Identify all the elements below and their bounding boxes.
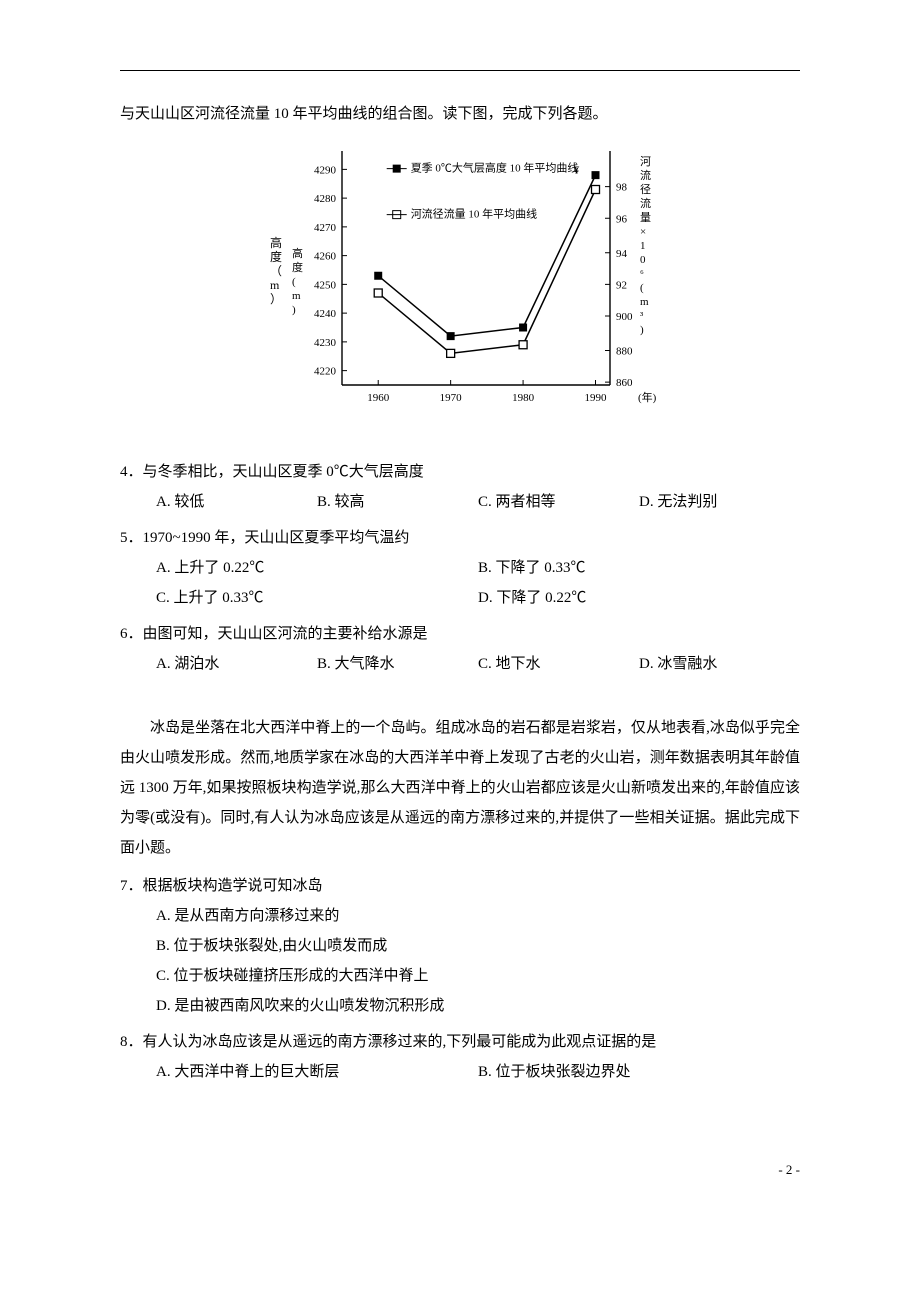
- svg-text:高: 高: [270, 235, 282, 250]
- top-rule: [120, 70, 800, 71]
- svg-text:流: 流: [640, 168, 651, 182]
- svg-text:(年): (年): [638, 390, 657, 404]
- svg-text:4290: 4290: [314, 164, 337, 176]
- svg-text:夏季 0℃大气层高度 10 年平均曲线: 夏季 0℃大气层高度 10 年平均曲线: [411, 161, 579, 175]
- question-6: 6．由图可知，天山山区河流的主要补给水源是 A. 湖泊水 B. 大气降水 C. …: [120, 619, 800, 679]
- svg-text:4270: 4270: [314, 222, 337, 234]
- svg-text:4280: 4280: [314, 193, 337, 205]
- q5-opt-a: A. 上升了 0.22℃: [156, 553, 478, 583]
- svg-text:92: 92: [616, 279, 627, 291]
- svg-text:径: 径: [640, 183, 651, 196]
- svg-text:0: 0: [640, 254, 646, 266]
- question-8: 8．有人认为冰岛应该是从遥远的南方漂移过来的,下列最可能成为此观点证据的是 A.…: [120, 1027, 800, 1087]
- q4-opt-c: C. 两者相等: [478, 487, 639, 517]
- q6-stem: 6．由图可知，天山山区河流的主要补给水源是: [120, 619, 800, 649]
- svg-text:): ): [292, 304, 296, 316]
- svg-text:94: 94: [616, 248, 628, 260]
- svg-text:96: 96: [616, 213, 628, 225]
- intro-line: 与天山山区河流径流量 10 年平均曲线的组合图。读下图，完成下列各题。: [120, 99, 800, 129]
- svg-text:(: (: [640, 282, 644, 294]
- svg-text:860: 860: [616, 377, 633, 389]
- svg-text:度: 度: [292, 260, 303, 274]
- q7-stem: 7．根据板块构造学说可知冰岛: [120, 871, 800, 901]
- svg-text:4230: 4230: [314, 337, 337, 349]
- svg-text:⁶: ⁶: [640, 268, 644, 280]
- q4-stem: 4．与冬季相比，天山山区夏季 0℃大气层高度: [120, 457, 800, 487]
- svg-text:度: 度: [270, 249, 282, 264]
- q4-opt-a: A. 较低: [156, 487, 317, 517]
- svg-text:880: 880: [616, 346, 633, 358]
- svg-text:4260: 4260: [314, 251, 337, 263]
- svg-text:): ): [640, 324, 644, 336]
- svg-text:量: 量: [640, 211, 651, 224]
- q4-opt-b: B. 较高: [317, 487, 478, 517]
- q5-opt-d: D. 下降了 0.22℃: [478, 583, 800, 613]
- svg-text:m: m: [292, 290, 301, 302]
- chart: 4220423042404250426042704280429019601970…: [250, 137, 670, 427]
- page: 与天山山区河流径流量 10 年平均曲线的组合图。读下图，完成下列各题。 4220…: [0, 0, 920, 1223]
- svg-text:1990: 1990: [585, 392, 608, 404]
- svg-text:1960: 1960: [367, 392, 390, 404]
- question-4: 4．与冬季相比，天山山区夏季 0℃大气层高度 A. 较低 B. 较高 C. 两者…: [120, 457, 800, 517]
- svg-text:×: ×: [640, 226, 646, 238]
- passage-2: 冰岛是坐落在北大西洋中脊上的一个岛屿。组成冰岛的岩石都是岩浆岩，仅从地表看,冰岛…: [120, 713, 800, 863]
- q6-opt-d: D. 冰雪融水: [639, 649, 800, 679]
- q6-opt-a: A. 湖泊水: [156, 649, 317, 679]
- svg-text:98: 98: [616, 182, 628, 194]
- q6-opt-b: B. 大气降水: [317, 649, 478, 679]
- svg-text:4220: 4220: [314, 366, 337, 378]
- svg-text:m: m: [270, 278, 280, 292]
- q6-opt-c: C. 地下水: [478, 649, 639, 679]
- q8-stem: 8．有人认为冰岛应该是从遥远的南方漂移过来的,下列最可能成为此观点证据的是: [120, 1027, 800, 1057]
- q7-opt-a: A. 是从西南方向漂移过来的: [156, 901, 800, 931]
- svg-text:(: (: [292, 276, 296, 288]
- svg-text:1: 1: [640, 240, 646, 252]
- svg-text:4240: 4240: [314, 308, 337, 320]
- q5-opt-c: C. 上升了 0.33℃: [156, 583, 478, 613]
- question-5: 5．1970~1990 年，天山山区夏季平均气温约 A. 上升了 0.22℃ B…: [120, 523, 800, 613]
- svg-text:³: ³: [640, 310, 644, 322]
- svg-text:1980: 1980: [512, 392, 535, 404]
- svg-text:河流径流量 10 年平均曲线: 河流径流量 10 年平均曲线: [411, 207, 538, 221]
- q8-opt-b: B. 位于板块张裂边界处: [478, 1057, 800, 1087]
- chart-container: 4220423042404250426042704280429019601970…: [120, 137, 800, 427]
- q7-opt-b: B. 位于板块张裂处,由火山喷发而成: [156, 931, 800, 961]
- svg-text:900: 900: [616, 311, 633, 323]
- svg-text:4250: 4250: [314, 279, 337, 291]
- q7-opt-d: D. 是由被西南风吹来的火山喷发物沉积形成: [156, 991, 800, 1021]
- question-7: 7．根据板块构造学说可知冰岛 A. 是从西南方向漂移过来的 B. 位于板块张裂处…: [120, 871, 800, 1021]
- svg-text:河: 河: [640, 155, 651, 168]
- svg-text:流: 流: [640, 196, 651, 210]
- svg-text:）: ）: [270, 292, 282, 306]
- svg-text:1970: 1970: [440, 392, 463, 404]
- svg-text:高: 高: [292, 246, 303, 260]
- q7-opt-c: C. 位于板块碰撞挤压形成的大西洋中脊上: [156, 961, 800, 991]
- q4-opt-d: D. 无法判别: [639, 487, 800, 517]
- svg-text:（: （: [270, 264, 282, 278]
- q5-stem: 5．1970~1990 年，天山山区夏季平均气温约: [120, 523, 800, 553]
- q8-opt-a: A. 大西洋中脊上的巨大断层: [156, 1057, 478, 1087]
- q5-opt-b: B. 下降了 0.33℃: [478, 553, 800, 583]
- svg-text:m: m: [640, 296, 649, 308]
- svg-text:¥: ¥: [574, 164, 580, 176]
- page-number: - 2 -: [120, 1157, 800, 1183]
